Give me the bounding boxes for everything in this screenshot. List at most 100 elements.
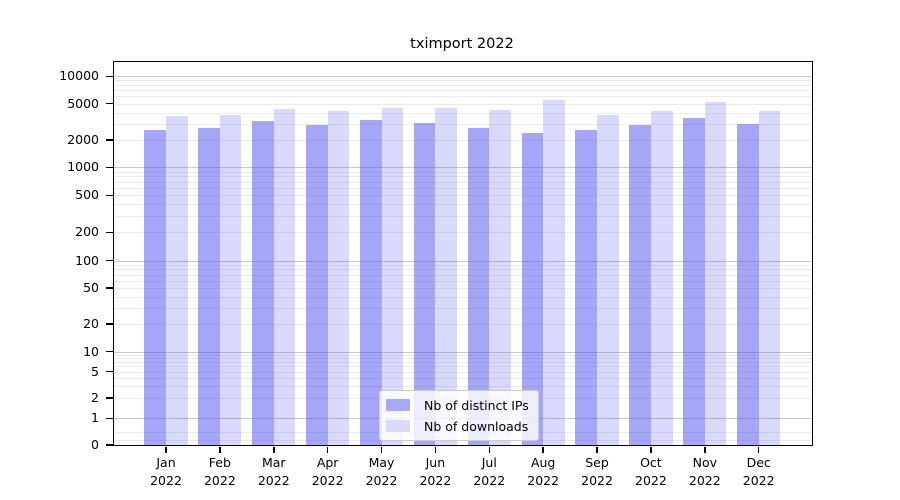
x-tick-mark — [542, 446, 544, 453]
x-tick-month: Jun — [425, 455, 446, 470]
x-tick-label: Aug 2022 — [511, 454, 575, 489]
x-tick-year: 2022 — [203, 472, 236, 488]
minor-gridline — [114, 90, 812, 92]
bar-downloads-mar — [273, 108, 296, 445]
minor-gridline — [114, 96, 812, 98]
y-tick-label: 0 — [91, 437, 99, 452]
y-tick-mark — [106, 417, 114, 420]
y-tick-mark — [106, 444, 114, 446]
y-gridline — [114, 232, 812, 234]
bar-downloads-jan — [166, 116, 188, 445]
minor-gridline — [114, 123, 812, 125]
minor-gridline — [114, 354, 812, 356]
y-tick-mark — [106, 231, 114, 234]
x-tick-year: 2022 — [419, 472, 452, 488]
minor-gridline — [114, 361, 812, 363]
minor-gridline — [114, 181, 812, 183]
bar-distinct-ips-dec — [737, 123, 759, 445]
bar-distinct-ips-sep — [575, 129, 598, 445]
y-tick-mark — [106, 350, 114, 353]
y-tick-label: 500 — [75, 187, 99, 203]
x-tick-mark — [596, 446, 598, 453]
x-tick-year: 2022 — [150, 472, 182, 488]
bar-distinct-ips-may — [359, 119, 382, 445]
y-gridline — [114, 287, 812, 289]
x-tick-label: Jun 2022 — [403, 454, 467, 489]
minor-gridline — [114, 171, 812, 173]
bar-distinct-ips-nov — [683, 118, 705, 445]
y-tick-mark — [106, 323, 114, 325]
minor-gridline — [114, 386, 812, 388]
bar-distinct-ips-feb — [198, 128, 220, 445]
y-tick-label: 5 — [91, 363, 99, 379]
bar-downloads-jun — [435, 107, 457, 445]
legend-item-distinct-ips: Nb of distinct IPs — [386, 396, 529, 414]
bar-distinct-ips-jan — [144, 129, 166, 445]
y-gridline — [114, 76, 812, 78]
bar-downloads-jul — [489, 109, 511, 445]
minor-gridline — [114, 112, 812, 114]
bar-downloads-oct — [650, 111, 673, 445]
x-tick-month: May — [368, 455, 395, 470]
x-tick-year: 2022 — [635, 472, 667, 488]
y-tick-mark — [106, 102, 114, 105]
minor-gridline — [114, 80, 812, 82]
y-gridline — [114, 260, 812, 262]
chart-title: tximport 2022 — [410, 36, 514, 52]
minor-gridline — [114, 274, 812, 276]
y-tick-mark — [106, 194, 114, 197]
legend-swatch-distinct-ips — [386, 399, 410, 411]
x-tick-month: Oct — [640, 455, 662, 470]
x-tick-label: Oct 2022 — [619, 454, 683, 489]
y-tick-mark — [106, 287, 114, 289]
bar-downloads-apr — [327, 111, 350, 445]
x-tick-year: 2022 — [742, 472, 775, 488]
x-tick-year: 2022 — [257, 472, 290, 488]
x-tick-month: Dec — [746, 455, 771, 470]
y-tick-label: 10000 — [59, 68, 99, 84]
x-tick-mark — [326, 446, 329, 453]
bar-downloads-dec — [758, 110, 781, 445]
y-tick-label: 100 — [75, 252, 99, 268]
y-tick-mark — [106, 259, 114, 262]
x-tick-month: Feb — [208, 455, 231, 470]
y-gridline — [114, 103, 812, 105]
y-tick-label: 200 — [75, 224, 99, 240]
y-tick-mark — [106, 75, 114, 78]
minor-gridline — [114, 357, 812, 359]
x-tick-year: 2022 — [581, 472, 613, 488]
bar-distinct-ips-jul — [467, 128, 490, 445]
bar-distinct-ips-apr — [306, 124, 328, 445]
x-tick-year: 2022 — [365, 472, 398, 488]
legend-label-distinct-ips: Nb of distinct IPs — [424, 397, 529, 413]
bar-distinct-ips-jun — [413, 122, 436, 445]
y-tick-mark — [106, 139, 114, 141]
bar-distinct-ips-oct — [629, 125, 651, 445]
y-tick-label: 1 — [91, 410, 99, 426]
bar-downloads-aug — [543, 100, 565, 445]
x-tick-year: 2022 — [527, 472, 560, 488]
bar-downloads-may — [381, 107, 404, 445]
y-tick-mark — [106, 166, 114, 169]
x-tick-label: Apr 2022 — [296, 454, 360, 489]
legend-swatch-downloads — [386, 420, 410, 432]
minor-gridline — [114, 378, 812, 380]
y-gridline — [114, 351, 812, 353]
y-tick-label: 2000 — [67, 131, 99, 147]
y-gridline — [114, 195, 812, 197]
x-tick-label: Nov 2022 — [673, 454, 737, 489]
minor-gridline — [114, 187, 812, 189]
y-gridline — [114, 139, 812, 141]
minor-gridline — [114, 269, 812, 271]
x-tick-label: Jul 2022 — [457, 454, 521, 489]
x-tick-label: May 2022 — [350, 454, 414, 489]
x-tick-mark — [704, 446, 706, 453]
x-tick-label: Dec 2022 — [727, 454, 791, 489]
y-tick-label: 1000 — [67, 159, 99, 175]
x-tick-month: Nov — [692, 455, 717, 470]
x-tick-month: Sep — [585, 455, 609, 470]
y-tick-mark — [106, 370, 114, 373]
bar-downloads-nov — [704, 101, 727, 445]
bar-distinct-ips-aug — [521, 132, 544, 445]
